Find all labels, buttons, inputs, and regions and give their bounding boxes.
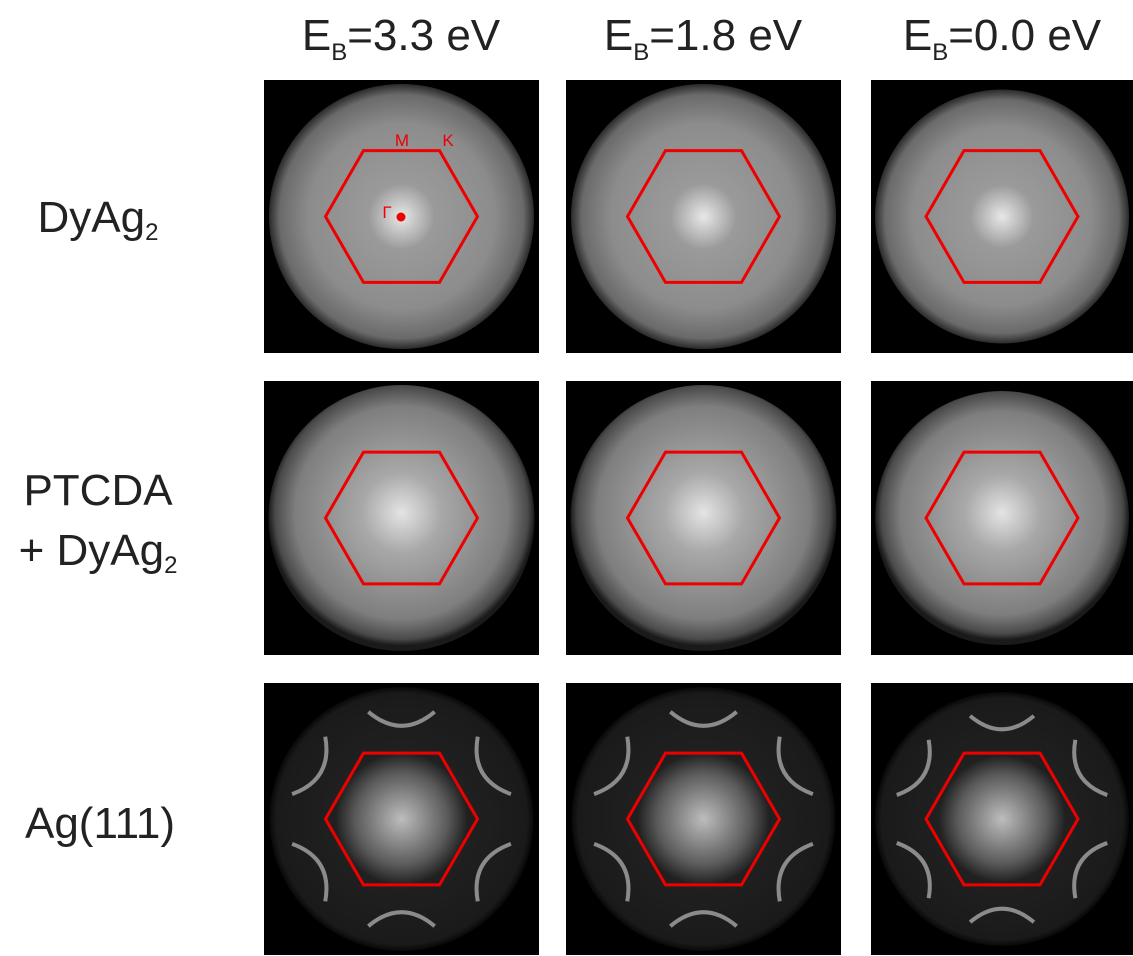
panel bbox=[566, 80, 841, 353]
band-feature bbox=[367, 910, 436, 928]
text: DyAg bbox=[38, 193, 146, 242]
subscript: 2 bbox=[164, 552, 177, 579]
panels bbox=[264, 80, 1133, 955]
row-label: + DyAg2 bbox=[19, 526, 178, 579]
gamma-point bbox=[396, 212, 406, 222]
band-feature bbox=[776, 841, 814, 902]
brillouin-zone bbox=[625, 149, 782, 284]
panel bbox=[566, 683, 841, 955]
value: =1.8 eV bbox=[649, 11, 803, 60]
panel bbox=[264, 381, 539, 655]
brillouin-zone bbox=[924, 149, 1080, 284]
band-feature bbox=[1072, 739, 1108, 797]
brillouin-zone bbox=[924, 751, 1080, 887]
subscript: B bbox=[932, 39, 948, 66]
symbol: E bbox=[903, 11, 932, 60]
value: =0.0 eV bbox=[948, 11, 1102, 60]
subscript: B bbox=[633, 39, 649, 66]
band-feature bbox=[291, 736, 329, 797]
brillouin-zone bbox=[924, 450, 1080, 586]
band-feature bbox=[1072, 841, 1108, 899]
detector-image bbox=[875, 692, 1129, 946]
point-label: M bbox=[395, 131, 409, 150]
column-header: EB=1.8 eV bbox=[604, 11, 803, 66]
subscript: 2 bbox=[145, 219, 158, 246]
point-label: Γ bbox=[382, 203, 391, 222]
value: =3.3 eV bbox=[347, 11, 501, 60]
band-feature bbox=[474, 841, 512, 902]
detector-image bbox=[875, 391, 1129, 645]
symbol: E bbox=[604, 11, 633, 60]
brillouin-zone bbox=[323, 450, 480, 586]
column-header: EB=0.0 eV bbox=[903, 11, 1102, 66]
band-feature bbox=[896, 739, 932, 797]
panel bbox=[871, 683, 1133, 955]
brillouin-zone bbox=[625, 450, 782, 586]
row-label: PTCDA bbox=[23, 466, 173, 515]
symbol: E bbox=[302, 11, 331, 60]
brillouin-zone bbox=[323, 149, 480, 284]
detector-image bbox=[571, 687, 836, 951]
detector-image bbox=[570, 385, 837, 651]
band-feature bbox=[593, 736, 631, 797]
panel bbox=[871, 80, 1133, 353]
row-label: Ag(111) bbox=[25, 799, 175, 848]
row-label: DyAg2 bbox=[38, 193, 159, 246]
band-feature bbox=[474, 736, 512, 797]
band-feature bbox=[896, 841, 932, 899]
text: PTCDA bbox=[23, 466, 173, 515]
detector-image bbox=[875, 89, 1129, 344]
detector-image bbox=[571, 84, 836, 349]
subscript: B bbox=[331, 39, 347, 66]
band-feature bbox=[968, 714, 1036, 732]
detector-image bbox=[269, 687, 534, 951]
band-feature bbox=[776, 736, 814, 797]
band-feature bbox=[669, 710, 738, 728]
text: + DyAg bbox=[19, 526, 165, 575]
text: Ag(111) bbox=[25, 799, 175, 848]
band-feature bbox=[669, 910, 738, 928]
panel bbox=[264, 683, 539, 955]
panel bbox=[871, 381, 1133, 655]
detector-image bbox=[268, 385, 535, 651]
brillouin-zone bbox=[625, 751, 782, 887]
band-feature bbox=[593, 841, 631, 902]
panel bbox=[566, 381, 841, 655]
brillouin-zone bbox=[323, 751, 480, 887]
point-label: K bbox=[442, 131, 454, 150]
column-header: EB=3.3 eV bbox=[302, 11, 501, 66]
band-feature bbox=[367, 710, 436, 728]
band-feature bbox=[291, 841, 329, 902]
band-feature bbox=[968, 906, 1036, 924]
